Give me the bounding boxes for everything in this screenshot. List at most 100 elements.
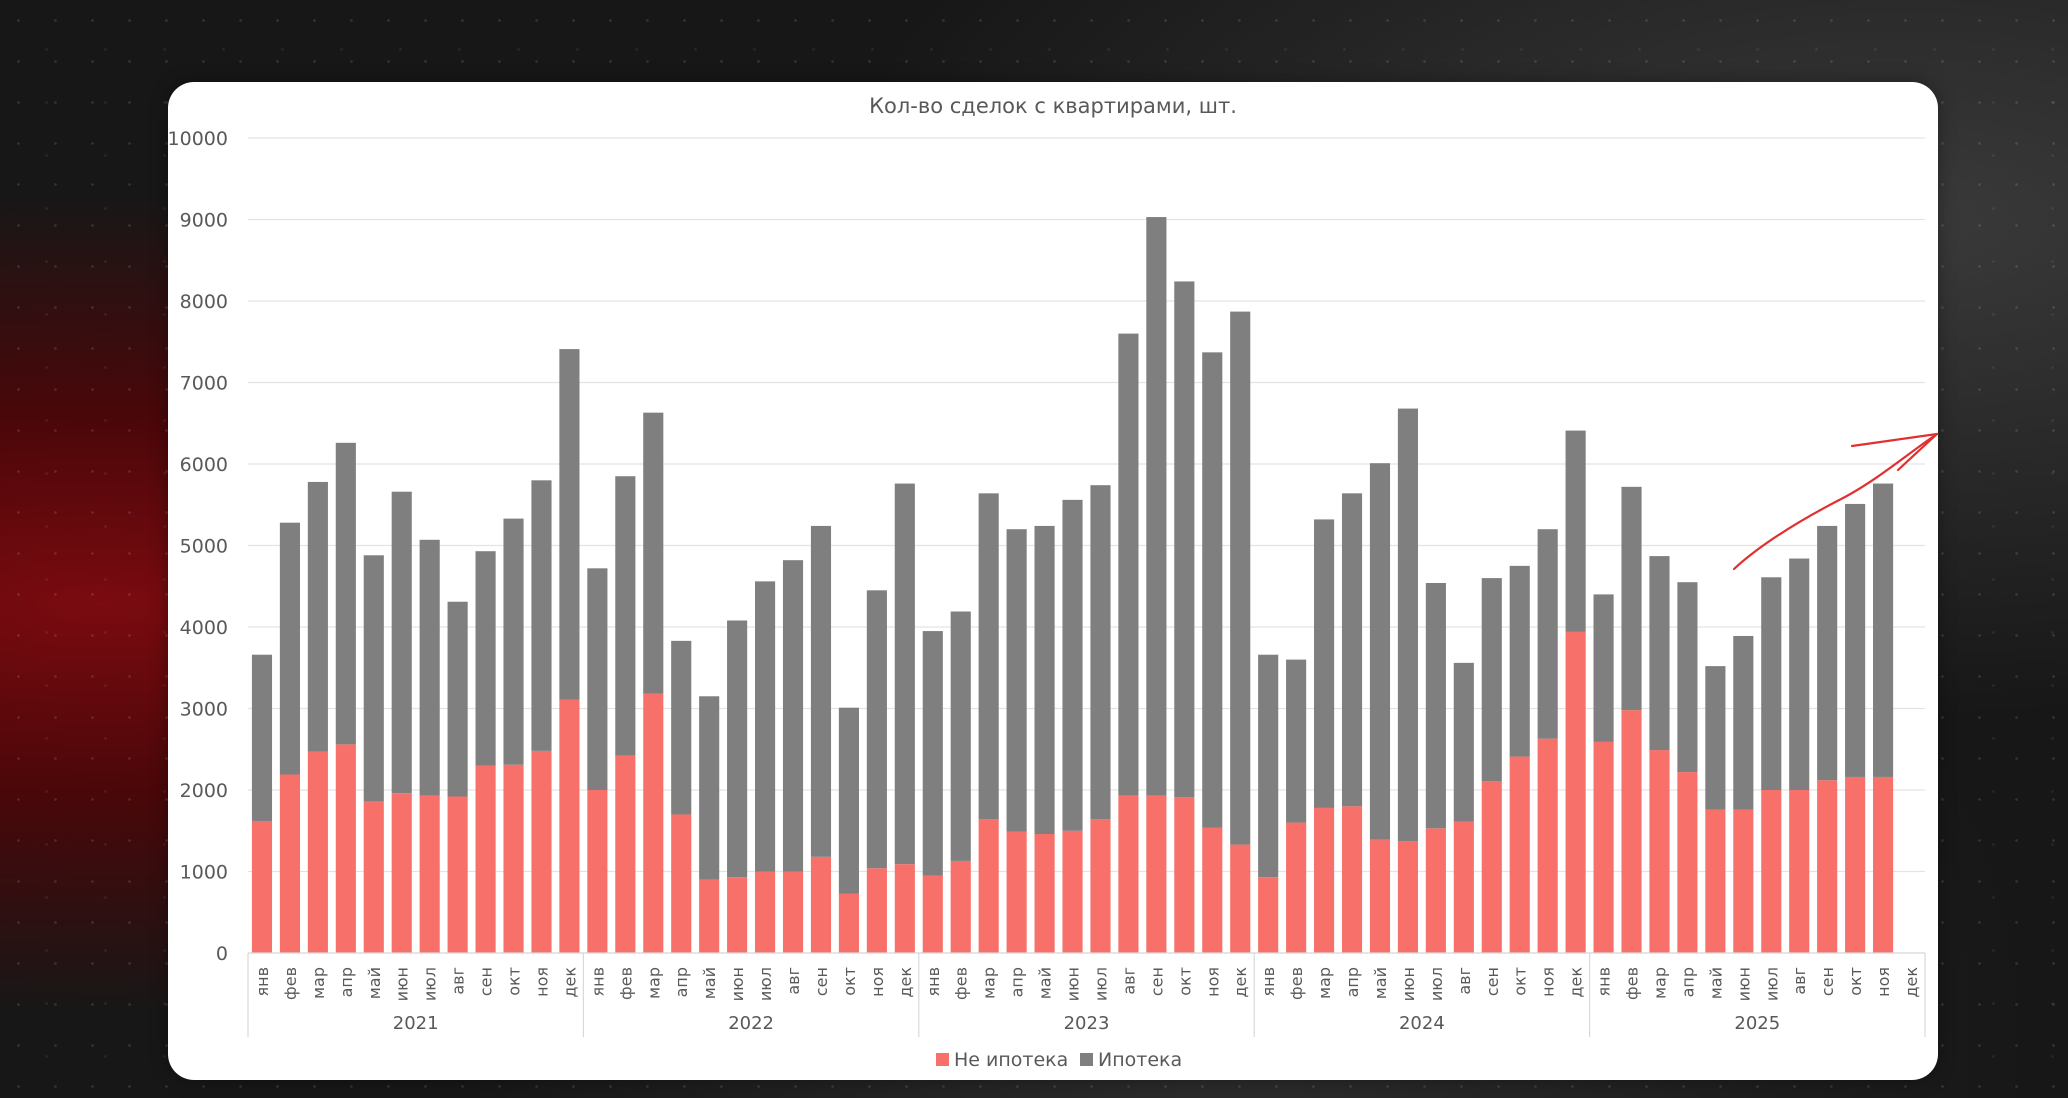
x-tick-month: май — [700, 967, 719, 999]
bar-non-mortgage — [1258, 877, 1279, 953]
bar-non-mortgage — [1873, 776, 1894, 953]
x-tick-month: сен — [1147, 967, 1166, 996]
bar-mortgage — [335, 442, 356, 745]
x-tick-month: июн — [728, 967, 747, 1001]
bar-non-mortgage — [1230, 844, 1251, 953]
x-tick-month: янв — [588, 967, 607, 997]
x-tick-month: май — [365, 967, 384, 999]
bar-mortgage — [1817, 525, 1838, 781]
bar-non-mortgage — [671, 814, 692, 953]
bar-mortgage — [643, 412, 664, 694]
bar-mortgage — [419, 539, 440, 796]
bar-non-mortgage — [1425, 828, 1446, 953]
bar-mortgage — [1118, 333, 1139, 796]
bar-mortgage — [447, 601, 468, 797]
bar-non-mortgage — [1845, 776, 1866, 953]
bar-mortgage — [671, 640, 692, 815]
bar-mortgage — [1286, 659, 1307, 823]
x-tick-month: дек — [1567, 967, 1586, 998]
bar-mortgage — [782, 560, 804, 872]
x-tick-year: 2022 — [728, 1013, 774, 1034]
x-tick-month: май — [1371, 967, 1390, 999]
bar-mortgage — [1761, 577, 1782, 790]
bar-non-mortgage — [1537, 738, 1558, 953]
legend-swatch — [1080, 1053, 1093, 1066]
y-tick-label: 6000 — [180, 454, 228, 476]
bar-non-mortgage — [363, 801, 384, 953]
bar-mortgage — [1034, 525, 1055, 835]
bar-non-mortgage — [251, 820, 273, 953]
x-tick-month: дек — [896, 967, 915, 998]
bar-non-mortgage — [559, 699, 580, 953]
x-tick-month: авг — [784, 967, 803, 995]
x-tick-month: окт — [1175, 967, 1194, 996]
x-tick-month: дек — [1231, 967, 1250, 998]
bar-non-mortgage — [894, 864, 915, 953]
x-tick-month: сен — [812, 967, 831, 996]
bar-mortgage — [699, 696, 720, 880]
bar-mortgage — [1369, 463, 1391, 840]
bar-mortgage — [1593, 594, 1614, 742]
bar-non-mortgage — [1062, 830, 1083, 953]
bar-mortgage — [1649, 556, 1670, 751]
bar-mortgage — [475, 551, 496, 766]
bar-mortgage — [279, 522, 300, 775]
x-tick-month: авг — [1790, 967, 1809, 995]
bar-mortgage — [1453, 662, 1474, 822]
bar-non-mortgage — [1006, 831, 1027, 953]
bar-mortgage — [1677, 582, 1698, 773]
x-tick-month: дек — [560, 967, 579, 998]
legend-label: Не ипотека — [954, 1049, 1068, 1071]
bar-non-mortgage — [1481, 781, 1502, 953]
bar-non-mortgage — [587, 790, 608, 953]
bar-mortgage — [1733, 635, 1754, 810]
bar-mortgage — [615, 476, 636, 756]
x-tick-month: июл — [1091, 967, 1110, 1001]
x-tick-month: мар — [644, 967, 663, 999]
bar-non-mortgage — [838, 893, 859, 953]
x-tick-month: янв — [1595, 967, 1614, 997]
x-tick-month: янв — [924, 967, 943, 997]
x-tick-month: июн — [1734, 967, 1753, 1001]
x-tick-month: апр — [1678, 967, 1697, 997]
x-tick-month: ноя — [532, 967, 551, 997]
bar-non-mortgage — [1146, 795, 1167, 953]
y-tick-label: 4000 — [180, 617, 228, 639]
x-tick-month: ноя — [1203, 967, 1222, 997]
bar-non-mortgage — [1369, 839, 1391, 953]
bar-mortgage — [1062, 499, 1083, 831]
y-tick-label: 0 — [216, 943, 228, 965]
bar-non-mortgage — [1677, 772, 1698, 953]
x-tick-month: июн — [1399, 967, 1418, 1001]
x-tick-month: сен — [1483, 967, 1502, 996]
x-tick-month: окт — [505, 967, 524, 996]
bar-non-mortgage — [810, 856, 832, 953]
bar-mortgage — [1006, 529, 1027, 832]
bar-non-mortgage — [727, 877, 748, 953]
x-tick-month: окт — [840, 967, 859, 996]
bar-non-mortgage — [1789, 790, 1810, 953]
bar-non-mortgage — [615, 755, 636, 953]
x-axis: янв фев мар апр май июн июл авг сен окт ноя дек янв ф… — [247, 952, 1926, 1037]
y-tick-label: 5000 — [180, 536, 228, 558]
x-tick-month: июн — [1064, 967, 1083, 1001]
bar-mortgage — [978, 493, 999, 820]
x-tick-month: авг — [1455, 967, 1474, 995]
bar-mortgage — [922, 631, 943, 876]
gridlines — [248, 137, 1925, 954]
bar-mortgage — [559, 349, 580, 700]
bar-mortgage — [1258, 654, 1279, 878]
bar-mortgage — [894, 483, 915, 865]
bar-non-mortgage — [782, 871, 804, 953]
x-tick-month: сен — [477, 967, 496, 996]
bar-mortgage — [503, 518, 524, 765]
x-tick-month: фев — [1623, 967, 1642, 1000]
y-tick-label: 7000 — [180, 373, 228, 395]
y-tick-label: 1000 — [180, 862, 228, 884]
bar-non-mortgage — [950, 860, 971, 953]
y-tick-label: 8000 — [180, 291, 228, 313]
y-tick-label: 3000 — [180, 699, 228, 721]
bar-mortgage — [1509, 565, 1530, 757]
bar-non-mortgage — [531, 750, 552, 953]
bars — [251, 217, 1894, 953]
